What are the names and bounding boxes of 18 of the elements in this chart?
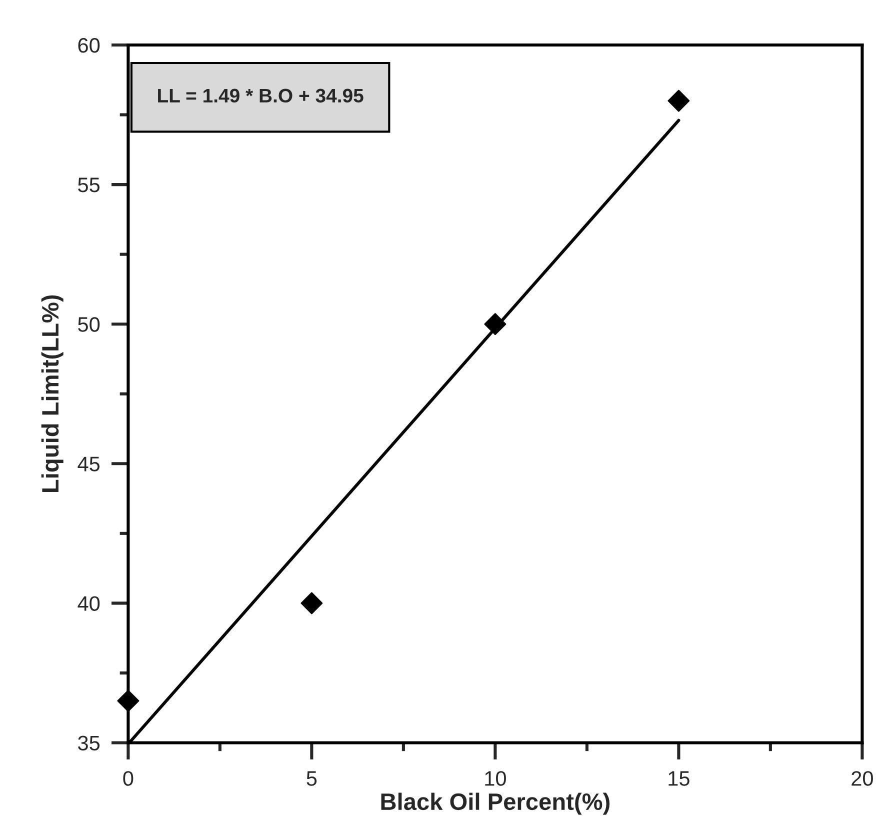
y-tick-label: 35	[78, 736, 100, 750]
x-tick-label: 5	[306, 771, 317, 786]
y-tick-label: 45	[78, 456, 100, 472]
point	[668, 90, 690, 112]
point	[484, 313, 506, 336]
y-tick-label: 50	[78, 317, 100, 332]
y-tick-label: 40	[78, 596, 100, 611]
y-tick-label: 55	[78, 178, 100, 192]
x-tick-label: 15	[668, 771, 690, 786]
annotation: LL = 1.49 * B.O + 34.95	[158, 88, 364, 103]
x-tick-label: 0	[123, 771, 134, 786]
point	[300, 592, 323, 614]
y-axis-title: Liquid Limit(LL%)	[41, 295, 64, 492]
point	[117, 690, 140, 712]
x-axis-title: Black Oil Percent(%)	[381, 792, 610, 815]
x-tick-label: 20	[852, 771, 873, 786]
x-tick-label: 10	[485, 771, 506, 786]
y-tick-label: 60	[78, 38, 100, 53]
